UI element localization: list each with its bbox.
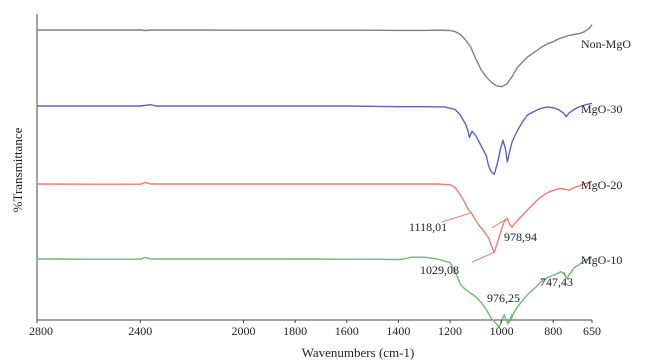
series-label-non-mgo: Non-MgO [581,37,631,51]
y-axis-title: %Transmittance [10,127,25,212]
x-tick-label-650: 650 [583,324,601,338]
annotation-976-25: 976,25 [487,291,520,305]
x-tick-label-1600: 1600 [335,324,359,338]
x-tick-label-1200: 1200 [438,324,462,338]
x-axis-title: Wavenumbers (cm-1) [302,345,415,360]
annotation-978-94: 978,94 [504,230,537,244]
annotation-leader-1118-01 [441,212,472,223]
x-tick-label-1400: 1400 [386,324,410,338]
series-line-mgo-30 [37,102,593,176]
annotation-leader-976-25 [507,313,513,324]
x-tick-label-1000: 1000 [490,324,514,338]
x-tick-label-1800: 1800 [283,324,307,338]
annotation-1029-08: 1029,08 [420,263,459,277]
series-label-mgo-30: MgO-30 [581,102,622,116]
annotation-layer: 1118,01 978,94 1029,08 747,43 976,25 [409,212,573,324]
series-line-mgo-20 [36,180,593,254]
plot-frame [36,14,592,321]
series-layer: Non-MgO MgO-30 MgO-20 MgO-10 [36,24,631,329]
x-tick-label-2800: 2800 [29,324,53,338]
annotation-747-43: 747,43 [540,275,573,289]
series-line-non-mgo [37,24,593,88]
series-label-mgo-10: MgO-10 [581,253,622,267]
x-tick-label-800: 800 [544,324,562,338]
x-axis-ticks: 2800 2400 2000 1800 1600 1400 1200 1000 800 650 [29,320,601,338]
annotation-1118-01: 1118,01 [409,220,447,234]
annotation-leader-978-94 [491,218,508,229]
x-tick-label-2000: 2000 [232,324,256,338]
series-label-mgo-20: MgO-20 [581,178,622,192]
series-line-mgo-10 [36,256,593,329]
annotation-leader-1029-08 [471,251,495,263]
annotation-leader-747-43 [563,271,568,279]
x-tick-label-2400: 2400 [128,324,152,338]
